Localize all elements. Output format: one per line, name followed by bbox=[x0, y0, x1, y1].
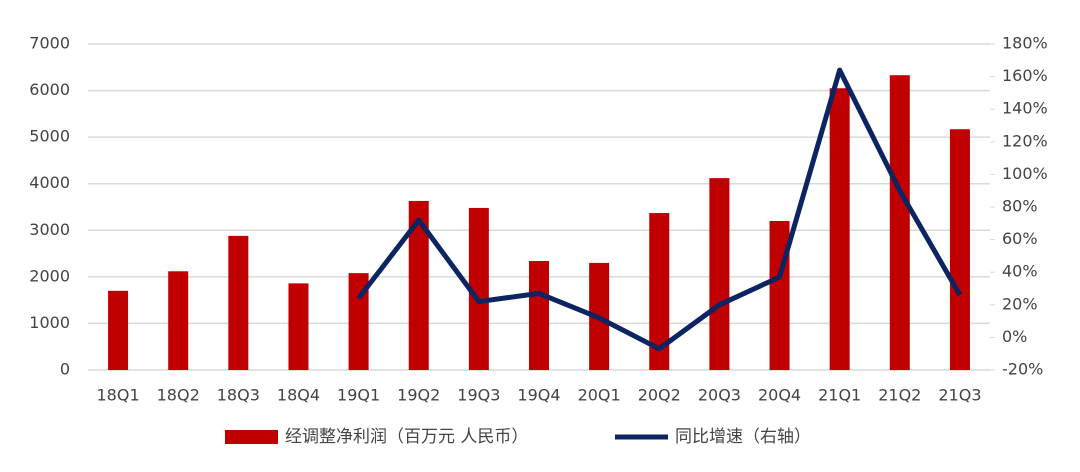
x-tick-label: 19Q4 bbox=[517, 386, 560, 405]
bar bbox=[889, 75, 910, 371]
x-tick-label: 21Q2 bbox=[878, 386, 921, 405]
x-tick-label: 20Q1 bbox=[578, 386, 621, 405]
y-tick-label: 3000 bbox=[29, 220, 70, 239]
y2-tick-label: 140% bbox=[1002, 99, 1048, 118]
y2-tick-label: -20% bbox=[1002, 360, 1043, 379]
bar bbox=[228, 235, 249, 370]
y-tick-label: 7000 bbox=[29, 34, 70, 53]
y-tick-label: 4000 bbox=[29, 173, 70, 192]
bar bbox=[468, 207, 489, 370]
y-tick-label: 2000 bbox=[29, 266, 70, 285]
x-tick-label: 18Q2 bbox=[157, 386, 200, 405]
x-tick-label: 20Q4 bbox=[758, 386, 801, 405]
y-tick-label: 5000 bbox=[29, 127, 70, 146]
y2-tick-label: 20% bbox=[1002, 294, 1038, 313]
bar bbox=[769, 220, 790, 370]
bar bbox=[108, 290, 129, 370]
legend-label: 经调整净利润（百万元 人民币） bbox=[285, 427, 528, 447]
y-tick-label: 0 bbox=[60, 360, 70, 379]
bar bbox=[348, 273, 369, 370]
bar bbox=[529, 261, 549, 370]
x-tick-label: 20Q2 bbox=[638, 386, 681, 405]
x-tick-label: 20Q3 bbox=[698, 386, 741, 405]
y2-tick-label: 100% bbox=[1002, 164, 1048, 183]
x-tick-label: 19Q3 bbox=[457, 386, 500, 405]
x-tick-label: 18Q4 bbox=[277, 386, 320, 405]
bar bbox=[288, 283, 309, 370]
legend-swatch bbox=[225, 430, 278, 444]
x-tick-label: 21Q3 bbox=[938, 386, 981, 405]
y2-tick-label: 80% bbox=[1002, 197, 1038, 216]
bar bbox=[949, 129, 970, 370]
legend-label: 同比增速（右轴） bbox=[675, 427, 811, 447]
y2-tick-label: 0% bbox=[1002, 327, 1027, 346]
y-tick-label: 6000 bbox=[29, 80, 70, 99]
bar bbox=[168, 271, 189, 370]
y2-tick-label: 160% bbox=[1002, 66, 1048, 85]
bar bbox=[649, 213, 670, 370]
x-tick-label: 18Q3 bbox=[217, 386, 260, 405]
x-tick-label: 19Q2 bbox=[397, 386, 440, 405]
bar bbox=[408, 200, 429, 370]
x-tick-label: 18Q1 bbox=[96, 386, 139, 405]
y2-tick-label: 120% bbox=[1002, 131, 1048, 150]
x-tick-label: 21Q1 bbox=[818, 386, 861, 405]
bar bbox=[829, 88, 850, 370]
y2-tick-label: 180% bbox=[1002, 34, 1048, 53]
y2-tick-label: 60% bbox=[1002, 229, 1038, 248]
y-tick-label: 1000 bbox=[29, 313, 70, 332]
bar bbox=[709, 178, 730, 370]
y2-tick-label: 40% bbox=[1002, 262, 1038, 281]
x-tick-label: 19Q1 bbox=[337, 386, 380, 405]
line bbox=[356, 67, 963, 352]
